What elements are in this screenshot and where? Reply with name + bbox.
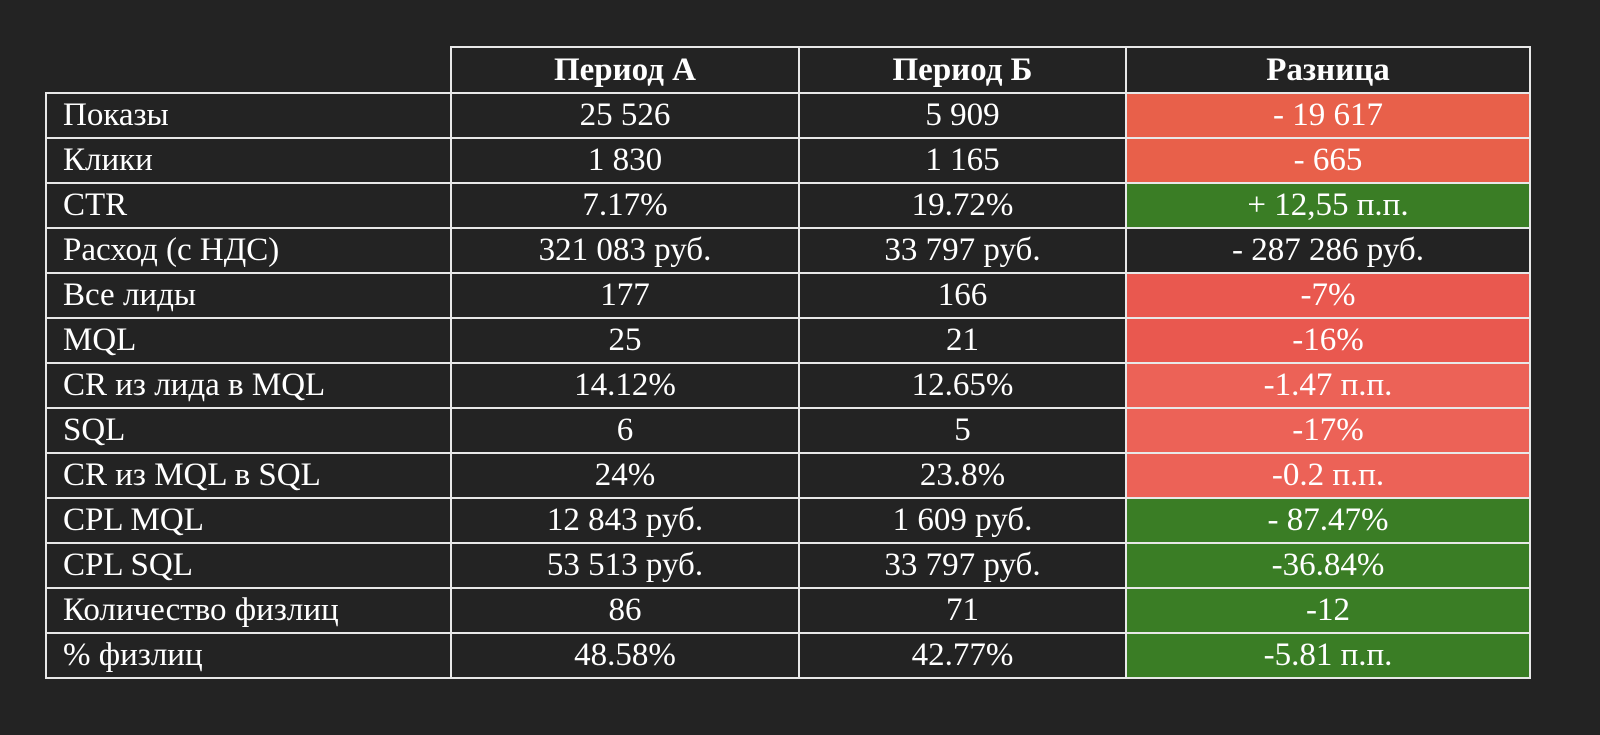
- period-a-value: 53 513 руб.: [450, 542, 800, 589]
- difference-value: -12: [1125, 587, 1531, 634]
- row-label: CTR: [45, 182, 452, 229]
- row-label: SQL: [45, 407, 452, 454]
- difference-value: - 87.47%: [1125, 497, 1531, 544]
- table-row: Все лиды 177 166 -7%: [45, 272, 1531, 319]
- difference-value: -5.81 п.п.: [1125, 632, 1531, 679]
- period-b-value: 5 909: [798, 92, 1127, 139]
- row-label: Показы: [45, 92, 452, 139]
- table-row: CR из лида в MQL 14.12% 12.65% -1.47 п.п…: [45, 362, 1531, 409]
- difference-value: - 287 286 руб.: [1125, 227, 1531, 274]
- difference-value: - 665: [1125, 137, 1531, 184]
- table-row: Клики 1 830 1 165 - 665: [45, 137, 1531, 184]
- period-a-value: 12 843 руб.: [450, 497, 800, 544]
- table-row: Расход (с НДС) 321 083 руб. 33 797 руб. …: [45, 227, 1531, 274]
- period-a-value: 321 083 руб.: [450, 227, 800, 274]
- period-b-value: 71: [798, 587, 1127, 634]
- period-b-value: 1 165: [798, 137, 1127, 184]
- difference-value: -0.2 п.п.: [1125, 452, 1531, 499]
- row-label: CPL MQL: [45, 497, 452, 544]
- header-period-b: Период Б: [798, 46, 1127, 94]
- header-difference: Разница: [1125, 46, 1531, 94]
- row-label: CR из MQL в SQL: [45, 452, 452, 499]
- table-body: Показы 25 526 5 909 - 19 617 Клики 1 830…: [45, 92, 1531, 679]
- period-b-value: 5: [798, 407, 1127, 454]
- difference-value: - 19 617: [1125, 92, 1531, 139]
- period-a-value: 177: [450, 272, 800, 319]
- row-label: Клики: [45, 137, 452, 184]
- period-b-value: 166: [798, 272, 1127, 319]
- period-a-value: 48.58%: [450, 632, 800, 679]
- table-row: CR из MQL в SQL 24% 23.8% -0.2 п.п.: [45, 452, 1531, 499]
- period-b-value: 12.65%: [798, 362, 1127, 409]
- period-b-value: 1 609 руб.: [798, 497, 1127, 544]
- table-row: CTR 7.17% 19.72% + 12,55 п.п.: [45, 182, 1531, 229]
- period-a-value: 25: [450, 317, 800, 364]
- difference-value: + 12,55 п.п.: [1125, 182, 1531, 229]
- row-label: MQL: [45, 317, 452, 364]
- row-label-text: Все лиды: [63, 277, 197, 313]
- period-b-value: 21: [798, 317, 1127, 364]
- table-row: % физлиц 48.58% 42.77% -5.81 п.п.: [45, 632, 1531, 679]
- table-row: MQL 25 21 -16%: [45, 317, 1531, 364]
- row-label: % физлиц: [45, 632, 452, 679]
- difference-value: -1.47 п.п.: [1125, 362, 1531, 409]
- header-corner: [46, 47, 452, 94]
- period-b-value: 33 797 руб.: [798, 542, 1127, 589]
- period-a-value: 7.17%: [450, 182, 800, 229]
- difference-value: -36.84%: [1125, 542, 1531, 589]
- table-row: CPL SQL 53 513 руб. 33 797 руб. -36.84%: [45, 542, 1531, 589]
- row-label: Все лиды: [45, 272, 452, 319]
- period-a-value: 6: [450, 407, 800, 454]
- difference-value: -17%: [1125, 407, 1531, 454]
- table-row: Показы 25 526 5 909 - 19 617: [45, 92, 1531, 139]
- period-b-value: 19.72%: [798, 182, 1127, 229]
- difference-value: -16%: [1125, 317, 1531, 364]
- period-a-value: 25 526: [450, 92, 800, 139]
- row-label: CPL SQL: [45, 542, 452, 589]
- period-a-value: 1 830: [450, 137, 800, 184]
- row-label: Расход (с НДС): [45, 227, 452, 274]
- table-row: Количество физлиц 86 71 -12: [45, 587, 1531, 634]
- table-row: SQL 6 5 -17%: [45, 407, 1531, 454]
- table-row: CPL MQL 12 843 руб. 1 609 руб. - 87.47%: [45, 497, 1531, 544]
- difference-value: -7%: [1125, 272, 1531, 319]
- header-period-a: Период А: [450, 46, 800, 94]
- period-b-value: 23.8%: [798, 452, 1127, 499]
- comparison-table: Период А Период Б Разница Показы 25 526 …: [45, 46, 1531, 679]
- row-label: CR из лида в MQL: [45, 362, 452, 409]
- header-row: Период А Период Б Разница: [46, 46, 1531, 94]
- period-a-value: 86: [450, 587, 800, 634]
- row-label: Количество физлиц: [45, 587, 452, 634]
- period-b-value: 42.77%: [798, 632, 1127, 679]
- period-a-value: 24%: [450, 452, 800, 499]
- comparison-table-wrapper: Период А Период Б Разница Показы 25 526 …: [45, 46, 1531, 679]
- period-a-value: 14.12%: [450, 362, 800, 409]
- period-b-value: 33 797 руб.: [798, 227, 1127, 274]
